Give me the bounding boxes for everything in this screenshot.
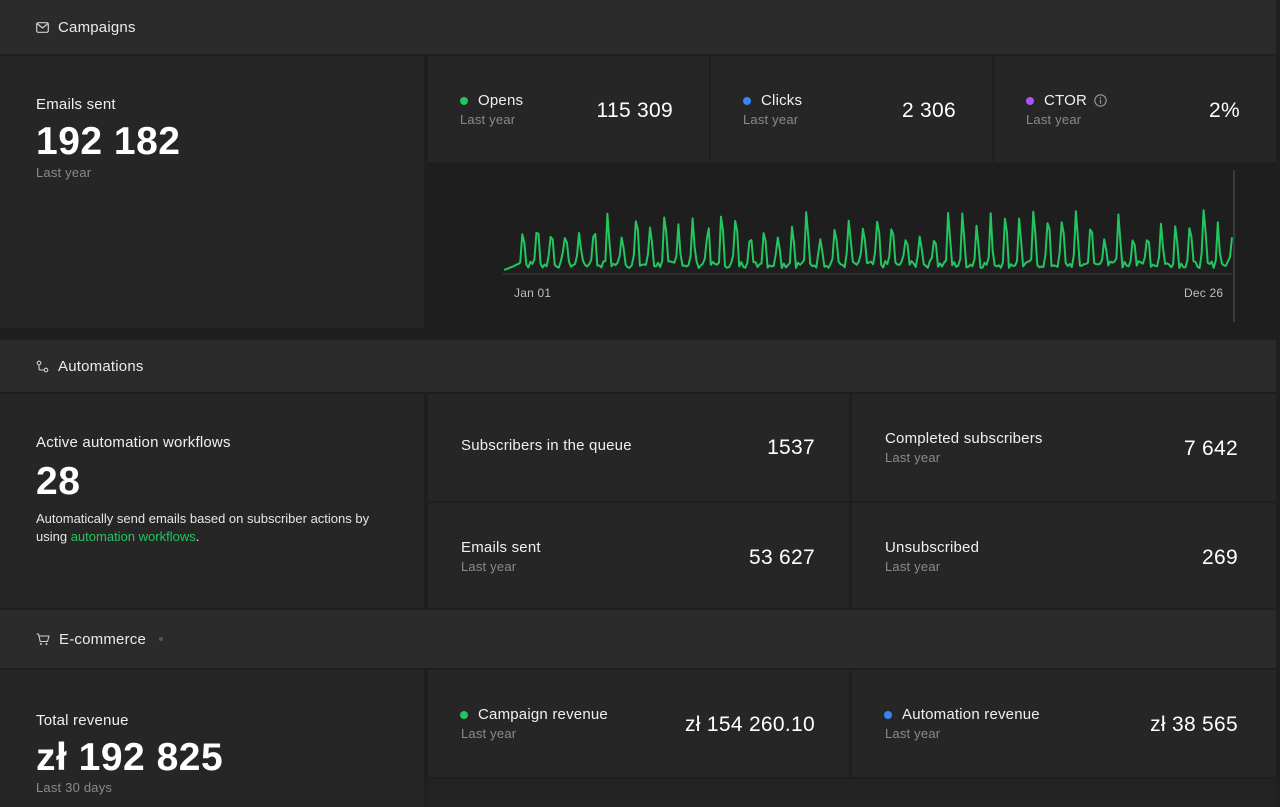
automation-revenue-metric[interactable]: Automation revenue Last year zł 38 565 [852,670,1276,777]
automation-revenue-label-row: Automation revenue [884,706,1040,723]
automation-revenue-value: zł 38 565 [1150,713,1238,736]
emails-sent-value: 192 182 [36,120,181,163]
ecommerce-title: E-commerce [59,630,147,648]
queue-metric[interactable]: Subscribers in the queue 1537 [428,394,849,501]
opens-period: Last year [460,112,516,127]
total-revenue-label: Total revenue [36,712,129,729]
opens-value: 115 309 [596,99,673,122]
emails-trend-line [503,209,1233,271]
campaigns-section-header: Campaigns [0,0,1276,54]
campaign-revenue-label: Campaign revenue [478,706,608,723]
clicks-period: Last year [743,112,799,127]
automation-revenue-period: Last year [885,726,941,741]
description-text: Automatically send emails based on subsc… [36,511,370,544]
automation-emails-metric[interactable]: Emails sent Last year 53 627 [428,503,849,608]
unsubscribed-period: Last year [885,559,941,574]
clicks-label-row: Clicks [743,92,802,109]
completed-period: Last year [885,450,941,465]
clicks-value: 2 306 [901,99,956,122]
campaign-revenue-metric[interactable]: Campaign revenue Last year zł 154 260.10 [428,670,849,777]
ctor-label: CTOR [1044,92,1088,109]
ecommerce-lower-strip [428,779,1276,807]
emails-sent-label: Emails sent [36,96,116,113]
total-revenue-value: zł 192 825 [36,736,224,779]
opens-label-row: Opens [460,92,523,109]
unsubscribed-label: Unsubscribed [885,539,980,556]
completed-value: 7 642 [1183,437,1238,460]
unsubscribed-metric[interactable]: Unsubscribed Last year 269 [852,503,1276,608]
campaign-revenue-dot-icon [460,710,468,719]
workflow-icon [36,360,49,372]
campaign-revenue-period: Last year [461,726,517,741]
automations-section-header: Automations [0,340,1276,392]
automation-emails-label: Emails sent [461,539,541,556]
total-revenue-period: Last 30 days [36,780,113,795]
campaign-revenue-label-row: Campaign revenue [460,706,608,723]
automation-revenue-label: Automation revenue [902,706,1040,723]
active-workflows-value: 28 [36,460,81,503]
completed-metric[interactable]: Completed subscribers Last year 7 642 [852,394,1276,501]
automation-workflows-link[interactable]: automation workflows [70,529,196,544]
emails-chart-panel: Jan 01 Dec 26 [428,164,1276,328]
campaign-revenue-value: zł 154 260.10 [684,713,815,736]
opens-dot-icon [460,96,468,105]
active-workflows-label: Active automation workflows [36,434,231,451]
emails-sent-panel: Emails sent 192 182 Last year [0,56,424,328]
separator-dot-icon [159,637,164,641]
automation-revenue-dot-icon [884,710,892,719]
mail-icon [36,21,49,33]
clicks-label: Clicks [761,92,803,109]
completed-label: Completed subscribers [885,430,1043,447]
chart-x-end: Dec 26 [1184,286,1224,300]
ctor-metric[interactable]: CTOR Last year 2% [994,56,1276,162]
ecommerce-section-header: E-commerce [0,610,1276,668]
unsubscribed-value: 269 [1202,546,1238,569]
chart-x-start: Jan 01 [514,286,552,300]
active-workflows-panel: Active automation workflows 28 Automatic… [0,394,424,608]
queue-value: 1537 [767,436,815,459]
info-icon[interactable] [1094,94,1107,107]
description-suffix: . [195,529,200,544]
clicks-metric[interactable]: Clicks Last year 2 306 [711,56,992,162]
total-revenue-panel: Total revenue zł 192 825 Last 30 days [0,670,424,807]
clicks-dot-icon [743,96,751,105]
automation-emails-period: Last year [461,559,517,574]
campaigns-title: Campaigns [58,18,136,36]
ctor-dot-icon [1026,96,1034,105]
emails-sent-period: Last year [36,165,92,180]
queue-label: Subscribers in the queue [461,437,632,454]
opens-label: Opens [478,92,524,109]
active-workflows-description: Automatically send emails based on subsc… [36,510,386,546]
cart-icon [36,632,50,645]
ctor-period: Last year [1026,112,1082,127]
opens-metric[interactable]: Opens Last year 115 309 [428,56,709,162]
ctor-value: 2% [1209,99,1240,122]
automation-emails-value: 53 627 [748,546,815,569]
emails-chart[interactable] [428,164,1276,328]
automations-title: Automations [58,357,144,375]
ctor-label-row: CTOR [1026,92,1107,109]
